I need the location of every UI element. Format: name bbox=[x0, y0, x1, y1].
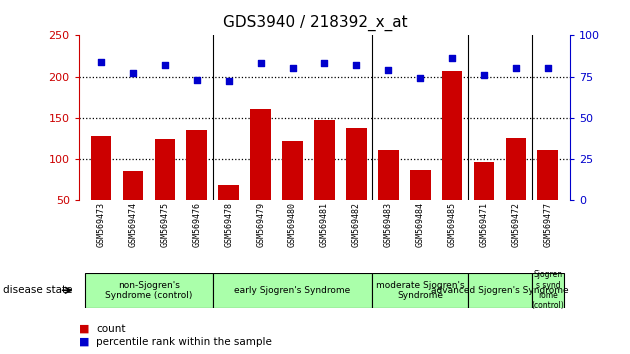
Bar bbox=[282, 141, 303, 241]
Bar bbox=[154, 139, 175, 241]
Point bbox=[319, 61, 329, 66]
Text: ■: ■ bbox=[79, 324, 89, 333]
Text: percentile rank within the sample: percentile rank within the sample bbox=[96, 337, 272, 347]
Point bbox=[224, 79, 234, 84]
Bar bbox=[186, 130, 207, 241]
Bar bbox=[346, 127, 367, 241]
Bar bbox=[213, 273, 372, 308]
Point bbox=[543, 65, 553, 71]
Text: GSM569481: GSM569481 bbox=[320, 202, 329, 247]
Text: GSM569471: GSM569471 bbox=[479, 202, 488, 247]
Point bbox=[415, 75, 425, 81]
Bar bbox=[442, 71, 462, 241]
Point bbox=[192, 77, 202, 83]
Text: GSM569477: GSM569477 bbox=[543, 202, 553, 247]
Point bbox=[383, 67, 393, 73]
Text: Sjogren
s synd
rome
(control): Sjogren s synd rome (control) bbox=[532, 270, 564, 310]
Text: GSM569483: GSM569483 bbox=[384, 202, 392, 247]
Bar bbox=[372, 273, 468, 308]
Text: count: count bbox=[96, 324, 126, 333]
Text: moderate Sjogren's
Syndrome: moderate Sjogren's Syndrome bbox=[376, 281, 464, 300]
Point bbox=[447, 56, 457, 61]
Text: GSM569485: GSM569485 bbox=[447, 202, 457, 247]
Text: early Sjogren's Syndrome: early Sjogren's Syndrome bbox=[234, 286, 351, 295]
Text: GSM569479: GSM569479 bbox=[256, 202, 265, 247]
Bar bbox=[468, 273, 532, 308]
Bar bbox=[123, 171, 144, 241]
Bar bbox=[474, 162, 495, 241]
Bar bbox=[505, 138, 526, 241]
Text: GSM569478: GSM569478 bbox=[224, 202, 233, 247]
Bar bbox=[219, 185, 239, 241]
Text: ■: ■ bbox=[79, 337, 89, 347]
Text: GSM569476: GSM569476 bbox=[192, 202, 202, 247]
Point bbox=[96, 59, 106, 64]
Text: advanced Sjogren's Syndrome: advanced Sjogren's Syndrome bbox=[431, 286, 569, 295]
Point bbox=[128, 70, 138, 76]
Text: GSM569475: GSM569475 bbox=[161, 202, 169, 247]
Bar bbox=[314, 120, 335, 241]
Text: GSM569484: GSM569484 bbox=[416, 202, 425, 247]
Text: GSM569472: GSM569472 bbox=[512, 202, 520, 247]
Text: GSM569473: GSM569473 bbox=[96, 202, 106, 247]
Bar bbox=[410, 170, 430, 241]
Point bbox=[256, 61, 266, 66]
Point bbox=[511, 65, 521, 71]
Text: GSM569474: GSM569474 bbox=[129, 202, 137, 247]
Bar bbox=[537, 150, 558, 241]
Point bbox=[479, 72, 489, 78]
Bar bbox=[532, 273, 564, 308]
Bar bbox=[378, 150, 399, 241]
Text: disease state: disease state bbox=[3, 285, 72, 295]
Bar bbox=[85, 273, 213, 308]
Text: GDS3940 / 218392_x_at: GDS3940 / 218392_x_at bbox=[222, 15, 408, 31]
Point bbox=[287, 65, 297, 71]
Bar bbox=[91, 136, 112, 241]
Point bbox=[352, 62, 362, 68]
Text: GSM569482: GSM569482 bbox=[352, 202, 361, 247]
Text: non-Sjogren's
Syndrome (control): non-Sjogren's Syndrome (control) bbox=[105, 281, 193, 300]
Point bbox=[160, 62, 170, 68]
Text: GSM569480: GSM569480 bbox=[288, 202, 297, 247]
Bar bbox=[250, 109, 271, 241]
